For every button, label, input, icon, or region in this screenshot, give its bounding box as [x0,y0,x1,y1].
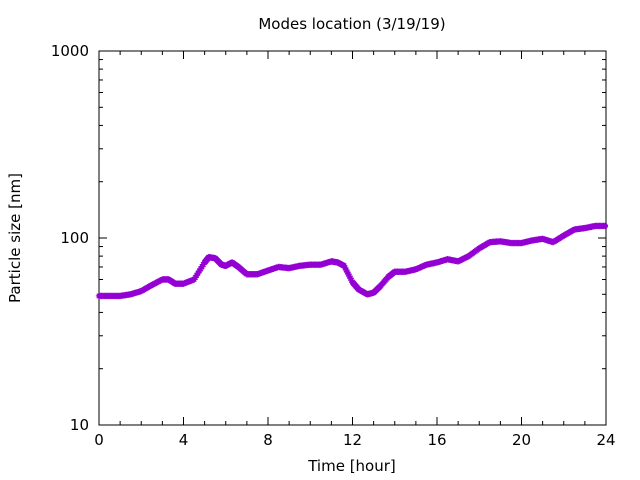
data-point [342,266,350,274]
y-tick-label: 100 [60,229,89,247]
x-tick-label: 4 [179,431,189,449]
data-point [341,264,349,272]
x-tick-label: 12 [343,431,362,449]
x-tick-label: 24 [596,431,615,449]
data-point [345,270,352,278]
x-tick-labels: 0 4 8 12 16 20 24 [94,431,615,449]
data-point [347,274,354,282]
x-tick-label: 8 [263,431,273,449]
x-tick-label: 0 [94,431,104,449]
x-tick-label: 20 [512,431,531,449]
axis-ticks [98,50,607,426]
data-point [346,272,353,280]
chart-title: Modes location (3/19/19) [258,15,445,33]
y-axis-label: Particle size [nm] [6,173,24,303]
y-tick-label: 1000 [51,42,89,60]
x-axis-label: Time [hour] [307,457,396,475]
series-layer [95,222,608,300]
data-point [348,276,355,284]
series-markers [95,222,608,300]
y-tick-label: 10 [70,416,89,434]
data-point [344,268,351,276]
y-tick-labels: 10 100 1000 [51,42,89,434]
data-point [340,262,348,270]
x-tick-label: 16 [427,431,446,449]
data-point [601,222,608,230]
